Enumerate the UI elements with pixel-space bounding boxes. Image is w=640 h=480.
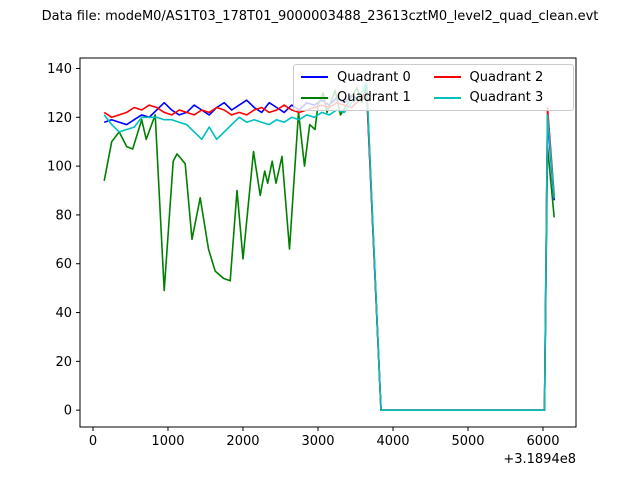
legend-label: Quadrant 0 — [337, 69, 411, 85]
legend-label: Quadrant 2 — [469, 69, 544, 85]
legend-line-icon — [301, 76, 328, 79]
series-line-quadrant-0 — [103, 89, 555, 412]
y-tick-label: 40 — [55, 306, 72, 321]
legend-entry-quadrant-3: Quadrant 3 — [433, 90, 567, 106]
y-tick-label: 100 — [47, 160, 72, 175]
x-tick-label: 1000 — [151, 434, 184, 449]
y-tick-label: 140 — [47, 62, 72, 77]
legend: Quadrant 0 Quadrant 1 Quadrant 2 Quadrant 3 — [293, 64, 574, 111]
x-tick-label: 2000 — [226, 434, 259, 449]
x-tick-label: 4000 — [376, 434, 409, 449]
y-tick-label: 20 — [55, 355, 72, 370]
legend-line-icon — [433, 76, 461, 79]
series-line-quadrant-1 — [103, 84, 555, 412]
y-tick-label: 120 — [47, 111, 72, 126]
y-tick-label: 0 — [64, 404, 72, 419]
series-line-quadrant-3 — [103, 82, 555, 412]
x-tick-label: 6000 — [526, 434, 559, 449]
x-tick-label: 3000 — [301, 434, 334, 449]
legend-label: Quadrant 3 — [469, 90, 544, 106]
legend-entry-quadrant-2: Quadrant 2 — [433, 69, 567, 85]
axes-spines — [79, 57, 577, 428]
x-tick-label: 5000 — [451, 434, 484, 449]
x-axis-offset-label: +3.1894e8 — [503, 452, 576, 467]
legend-line-icon — [301, 96, 328, 99]
x-tick-label: 0 — [89, 434, 97, 449]
chart-title: Data file: modeM0/AS1T03_178T01_90000034… — [41, 9, 599, 24]
legend-entry-quadrant-0: Quadrant 0 — [301, 70, 434, 85]
y-tick-label: 80 — [55, 208, 72, 223]
series-line-quadrant-2 — [103, 92, 555, 412]
legend-entry-quadrant-1: Quadrant 1 — [301, 90, 434, 105]
legend-line-icon — [433, 96, 461, 99]
legend-label: Quadrant 1 — [337, 90, 411, 106]
y-tick-label: 60 — [55, 257, 72, 272]
